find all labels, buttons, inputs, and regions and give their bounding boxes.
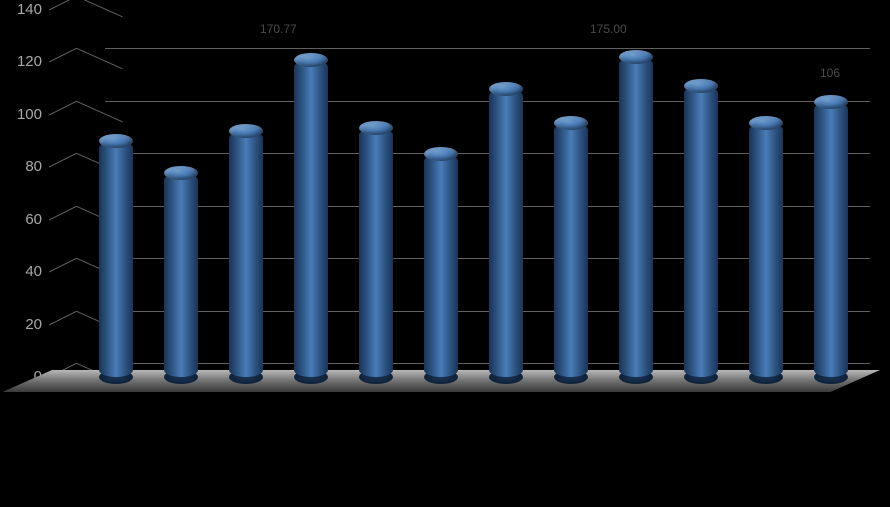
y-tick-label: 60 [6,211,42,228]
bar-body [424,154,458,377]
bar-body [814,102,848,377]
bar [554,123,588,377]
gridline [77,101,127,123]
bar-cap [294,53,328,67]
bar [229,131,263,377]
annotation: 175.00 [590,22,627,36]
bar-body [554,123,588,377]
bar-cap [359,121,393,135]
y-tick-label: 100 [6,106,42,123]
y-tick-label: 40 [6,263,42,280]
bar [294,60,328,377]
bar [814,102,848,377]
bar-chart: 020406080100120140 170.77 175.00 106 [0,0,890,507]
y-tick-label: 140 [6,1,42,18]
bar [424,154,458,377]
y-tick-label: 120 [6,53,42,70]
bar-body [164,173,198,377]
bar-body [619,57,653,377]
bar-body [359,128,393,377]
bar-body [229,131,263,377]
annotation: 106 [820,66,840,80]
bar-body [294,60,328,377]
bar [619,57,653,377]
gridline [105,101,870,102]
gridline [105,48,870,49]
y-tick-label: 80 [6,158,42,175]
bar-body [489,89,523,377]
bar [489,89,523,377]
bar-body [749,123,783,377]
bar [164,173,198,377]
bar-cap [814,95,848,109]
y-tick-label: 20 [6,316,42,333]
bar [684,86,718,377]
bar [359,128,393,377]
bar-cap [489,82,523,96]
bar [99,141,133,377]
annotation: 170.77 [260,22,297,36]
bar-cap [749,116,783,130]
bar-cap [554,116,588,130]
bar-cap [229,124,263,138]
bar-body [684,86,718,377]
bar [749,123,783,377]
bar-cap [164,166,198,180]
gridline [77,48,127,70]
bar-cap [99,134,133,148]
bar-body [99,141,133,377]
gridline [77,0,127,18]
